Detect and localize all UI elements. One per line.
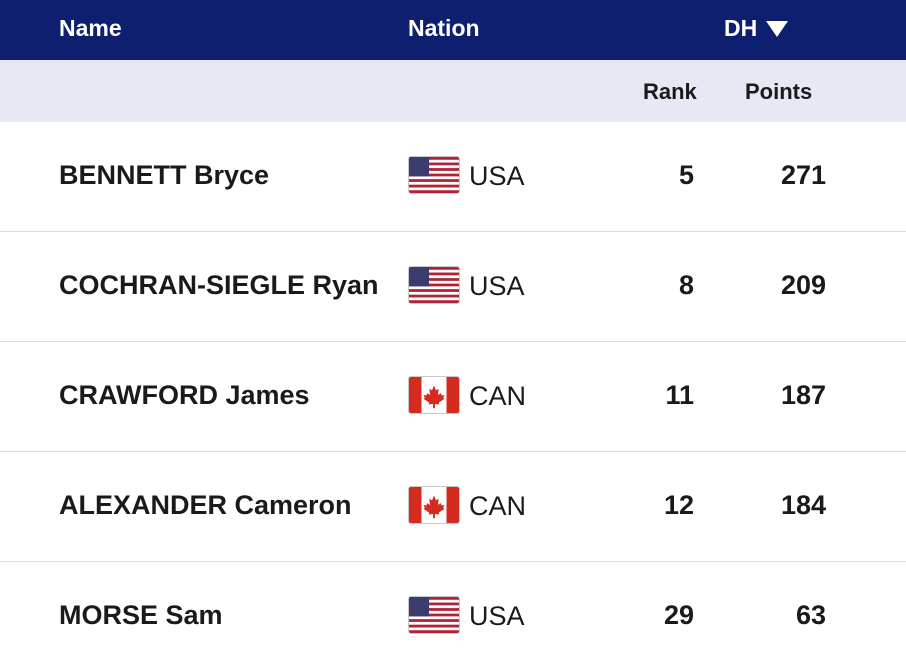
rank-value: 29 xyxy=(663,600,694,630)
usa-flag-icon xyxy=(408,156,460,194)
table-row[interactable]: BENNETT Bryce USA 5 271 xyxy=(0,122,906,232)
athlete-name[interactable]: ALEXANDER Cameron xyxy=(59,490,352,520)
table-row[interactable]: ALEXANDER Cameron CAN 12 184 xyxy=(0,452,906,562)
usa-flag-icon xyxy=(408,266,460,304)
nation-code: USA xyxy=(469,271,525,301)
points-value: 209 xyxy=(780,270,826,300)
name-column-header[interactable]: Name xyxy=(59,15,122,41)
points-value: 63 xyxy=(795,600,826,630)
nation-code: USA xyxy=(469,601,525,631)
table-row[interactable]: COCHRAN-SIEGLE Ryan USA 8 209 xyxy=(0,232,906,342)
athlete-name[interactable]: COCHRAN-SIEGLE Ryan xyxy=(59,270,379,300)
usa-flag-icon xyxy=(408,596,460,634)
table-row[interactable]: CRAWFORD James CAN 11 187 xyxy=(0,342,906,452)
table-row[interactable]: MORSE Sam USA 29 63 xyxy=(0,562,906,672)
table-subheader: Rank Points xyxy=(0,60,906,122)
canada-flag-icon xyxy=(408,486,460,524)
points-value: 187 xyxy=(780,380,826,410)
dh-column-header: DH xyxy=(724,15,758,41)
rank-value: 8 xyxy=(678,270,694,300)
points-value: 271 xyxy=(780,160,826,190)
athlete-name[interactable]: CRAWFORD James xyxy=(59,380,310,410)
nation-column-header[interactable]: Nation xyxy=(408,15,480,41)
triangle-down-icon xyxy=(766,20,789,37)
athlete-name[interactable]: BENNETT Bryce xyxy=(59,160,270,190)
nation-code: USA xyxy=(469,161,525,191)
points-value: 184 xyxy=(780,490,826,520)
dh-sort-button[interactable]: DH xyxy=(724,15,789,42)
table-header: Name Nation DH xyxy=(0,0,906,60)
athlete-name[interactable]: MORSE Sam xyxy=(59,600,223,630)
nation-code: CAN xyxy=(469,381,527,411)
rank-value: 11 xyxy=(665,380,694,410)
table-body: BENNETT Bryce USA 5 271 COCHRAN-SIEGLE R… xyxy=(0,122,906,672)
canada-flag-icon xyxy=(408,376,460,414)
nation-code: CAN xyxy=(469,491,527,521)
rank-value: 5 xyxy=(678,160,694,190)
points-column-header[interactable]: Points xyxy=(745,79,813,104)
rank-value: 12 xyxy=(663,490,694,520)
rank-column-header[interactable]: Rank xyxy=(643,79,697,104)
